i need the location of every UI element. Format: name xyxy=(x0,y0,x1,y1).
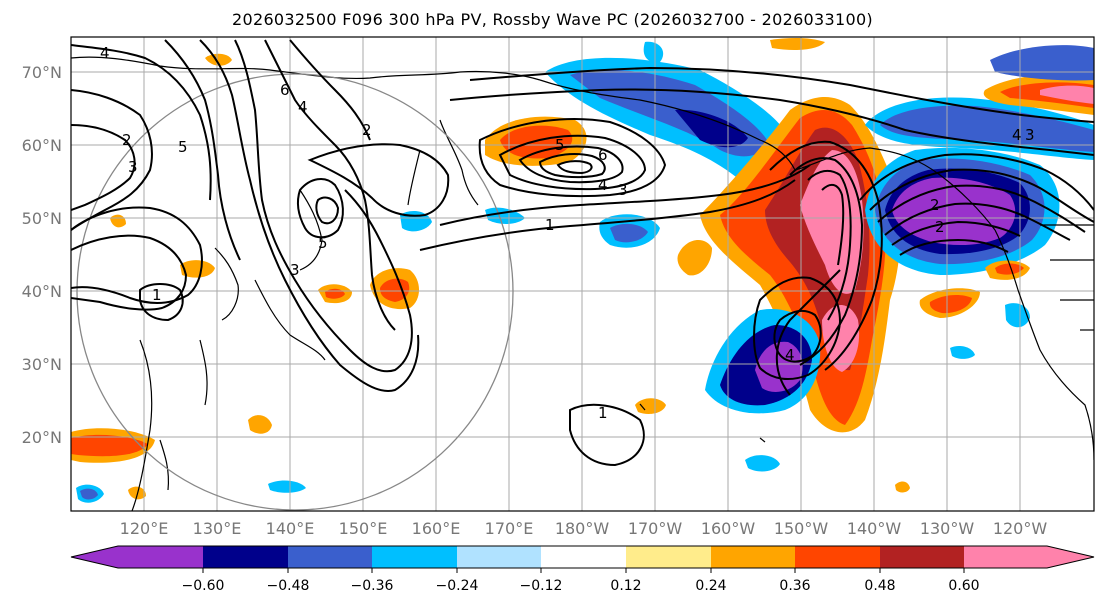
lon-tick-label: 150°W xyxy=(774,519,829,538)
lon-tick-label: 160°W xyxy=(701,519,756,538)
anomaly-orange-blob-f xyxy=(248,415,272,434)
contour-label: 1 xyxy=(545,216,555,234)
lat-tick-label: 20°N xyxy=(22,428,62,447)
contour-label: 6 xyxy=(280,81,290,99)
contour-label: 2 xyxy=(935,218,945,236)
contour-label: 2 xyxy=(122,131,132,149)
contour-label: 2 xyxy=(930,196,940,214)
contour-label: 3 xyxy=(290,261,300,279)
reference-circle xyxy=(76,73,514,511)
anomaly-lightblue-blob-e xyxy=(1005,303,1030,328)
contour-label: 1 xyxy=(598,404,608,422)
lat-tick-label: 30°N xyxy=(22,355,62,374)
contour-label: 4 xyxy=(598,176,608,194)
pv-contours xyxy=(71,39,1094,467)
map-frame xyxy=(70,36,1095,512)
colorbar-tick-label: −0.60 xyxy=(182,578,225,594)
anomaly-orange-blob-e xyxy=(635,398,666,414)
contour-label: 4 xyxy=(1012,126,1022,144)
colorbar-segment-9 xyxy=(880,546,964,568)
colorbar-segment-0 xyxy=(118,546,203,568)
anomaly-pink-ne-top xyxy=(1040,85,1094,104)
contour-label: 4 xyxy=(298,98,308,116)
lon-tick-label: 170°E xyxy=(485,519,534,538)
anomaly-pink-gulf xyxy=(800,150,864,294)
contour-label: 6 xyxy=(598,146,608,164)
colorbar-segment-4 xyxy=(457,546,541,568)
contour-label: 5 xyxy=(555,136,565,154)
colorbar-segment-3 xyxy=(372,546,457,568)
lon-tick-label: 170°W xyxy=(628,519,683,538)
lon-tick-label: 180°W xyxy=(555,519,610,538)
contour-label: 4 xyxy=(785,346,795,364)
contour-label: 5 xyxy=(178,138,188,156)
colorbar-segment-10 xyxy=(1047,546,1094,568)
lon-tick-label: 120°W xyxy=(993,519,1048,538)
contour-label: 4 xyxy=(100,44,110,62)
anomaly-blue-blob-a xyxy=(610,223,648,243)
anomaly-blue-blob-h xyxy=(80,488,98,500)
lon-tick-label: 140°E xyxy=(266,519,315,538)
anomaly-red-blob-k xyxy=(995,263,1024,275)
colorbar-tick-label: −0.24 xyxy=(436,578,479,594)
colorbar-tick-label: 0.60 xyxy=(948,578,979,594)
lat-tick-label: 60°N xyxy=(22,136,62,155)
colorbar-tick-label: −0.12 xyxy=(520,578,563,594)
latitude-axis: 70°N 60°N 50°N 40°N 30°N 20°N xyxy=(22,63,62,447)
anomaly-lightblue-blob-g xyxy=(268,480,306,493)
lat-tick-label: 70°N xyxy=(22,63,62,82)
colorbar-segment-6 xyxy=(626,546,711,568)
anomaly-red-blob-a xyxy=(380,278,410,302)
contour-label: 5 xyxy=(318,234,328,252)
anomaly-navy-bering xyxy=(675,109,748,148)
gridlines xyxy=(71,37,1094,511)
anomaly-red-westpac xyxy=(71,434,148,457)
colorbar-segment-10 xyxy=(964,546,1047,568)
colorbar-segment-1 xyxy=(203,546,288,568)
anomaly-lightblue-top xyxy=(643,41,664,63)
anomaly-orange-blob-d xyxy=(677,239,712,276)
colorbar-tick-label: 0.12 xyxy=(610,578,641,594)
contour-label: 2 xyxy=(362,121,372,139)
colorbar-segment-5 xyxy=(541,546,626,568)
colorbar-tick-label: 0.48 xyxy=(864,578,895,594)
lon-tick-label: 140°W xyxy=(847,519,902,538)
contour-label: 3 xyxy=(1025,126,1035,144)
anomaly-lightblue-blob-d xyxy=(745,455,780,472)
longitude-axis: 120°E 130°E 140°E 150°E 160°E 170°E 180°… xyxy=(120,519,1048,538)
anomaly-orange-blob-h xyxy=(205,53,232,66)
anomaly-pink-subtropic xyxy=(822,305,860,372)
anomaly-orange-blob-j xyxy=(128,486,146,500)
lon-tick-label: 160°E xyxy=(412,519,461,538)
contour-labels: 4 6 4 2 2 3 5 5 6 4 3 1 1 5 3 1 4 3 2 2 … xyxy=(100,44,1035,422)
colorbar-tick-label: −0.36 xyxy=(351,578,394,594)
colorbar-segment-7 xyxy=(711,546,795,568)
colorbar: −0.60 −0.48 −0.36 −0.24 −0.12 0.12 0.24 … xyxy=(70,545,1095,594)
colorbar-segment-0 xyxy=(71,546,118,568)
colorbar-tick-label: −0.48 xyxy=(267,578,310,594)
anomaly-orange-blob-g xyxy=(895,481,910,493)
lat-tick-label: 40°N xyxy=(22,282,62,301)
lon-tick-label: 150°E xyxy=(339,519,388,538)
colorbar-segment-8 xyxy=(795,546,880,568)
colorbar-tick-label: 0.24 xyxy=(695,578,726,594)
anomaly-lightblue-blob-f xyxy=(950,346,975,359)
lon-tick-label: 130°E xyxy=(193,519,242,538)
anomaly-red-blob-l xyxy=(929,294,972,314)
anomaly-orange-blob-c xyxy=(180,260,215,278)
lat-tick-label: 50°N xyxy=(22,209,62,228)
anomaly-red-north-pacific xyxy=(500,125,573,159)
lon-tick-label: 120°E xyxy=(120,519,169,538)
colorbar-segment-2 xyxy=(288,546,372,568)
contour-label: 3 xyxy=(128,158,138,176)
lon-tick-label: 130°W xyxy=(920,519,975,538)
anomaly-orange-top-center xyxy=(770,37,825,50)
colorbar-tick-label: 0.36 xyxy=(779,578,810,594)
contour-label: 3 xyxy=(618,181,628,199)
colorbar-outline xyxy=(70,545,1095,569)
chart-title: 2026032500 F096 300 hPa PV, Rossby Wave … xyxy=(232,10,873,29)
contour-label: 1 xyxy=(152,286,162,304)
